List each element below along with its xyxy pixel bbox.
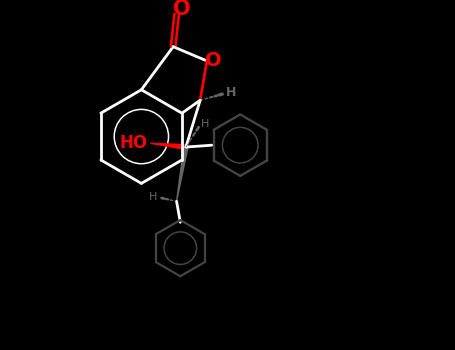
Text: H: H	[149, 192, 157, 202]
Polygon shape	[177, 147, 188, 201]
Text: O: O	[173, 0, 191, 19]
Text: H: H	[226, 86, 237, 99]
Text: H: H	[201, 119, 210, 129]
Text: O: O	[205, 51, 221, 70]
Text: HO: HO	[119, 134, 147, 152]
Polygon shape	[150, 143, 186, 149]
